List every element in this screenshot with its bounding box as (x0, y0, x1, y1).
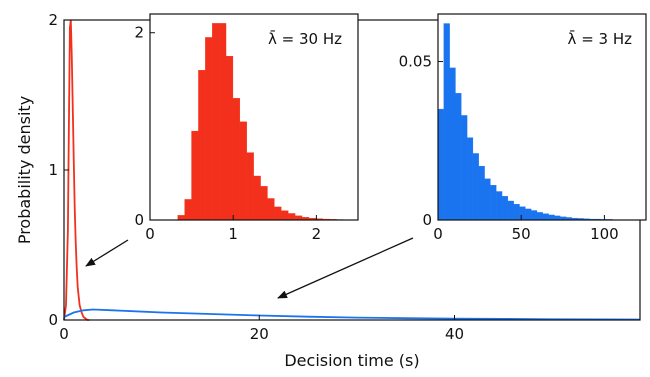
inset-slow-y-tick-label-1: 0.05 (399, 53, 432, 71)
inset-fast-bar-14 (274, 206, 282, 221)
inset-slow-x-tick-label-1: 50 (512, 225, 531, 243)
inset-slow-bar-4 (461, 115, 468, 221)
inset-fast-bar-12 (260, 186, 268, 221)
inset-slow-plot: 0 50 100 0 0.05 λ̄ = 3 Hz (399, 13, 647, 243)
inset-slow-bar-7 (478, 165, 485, 221)
inset-slow-bar-14 (519, 206, 526, 221)
inset-slow-frame (437, 13, 647, 221)
main-x-tick-label-0: 0 (59, 325, 69, 343)
inset-slow-bar-8 (484, 178, 491, 221)
main-x-tick-label-1: 20 (250, 325, 269, 343)
inset-fast-y-tick-label-0: 0 (134, 211, 144, 229)
inset-fast-bar-8 (232, 98, 241, 221)
inset-fast-bar-13 (267, 198, 275, 221)
inset-fast-bar-2 (191, 130, 199, 221)
inset-slow-ticks: 0 50 100 0 0.05 (399, 53, 619, 243)
inset-slow-bar-9 (490, 184, 497, 221)
inset-slow-bar-10 (496, 191, 503, 221)
inset-slow-bar-16 (531, 210, 538, 221)
main-y-tick-label-0: 0 (48, 311, 58, 329)
inset-fast-x-tick-label-1: 1 (228, 225, 238, 243)
inset-slow-bar-20 (554, 215, 561, 221)
inset-slow-x-tick-label-2: 100 (590, 225, 619, 243)
inset-fast-bar-0 (177, 215, 185, 221)
inset-slow-bar-5 (466, 137, 474, 221)
inset-slow-bar-6 (472, 153, 479, 221)
inset-fast-bar-17 (294, 215, 303, 221)
inset-fast-bar-16 (288, 213, 296, 221)
inset-fast-frame (149, 13, 359, 221)
main-x-axis-title: Decision time (s) (284, 351, 419, 370)
inset-slow-bar-3 (455, 93, 462, 221)
inset-slow-bar-18 (542, 213, 549, 221)
inset-slow-bar-11 (501, 196, 509, 221)
inset-slow-bar-17 (536, 212, 543, 221)
main-series-layer (63, 19, 641, 321)
inset-fast-bar-4 (205, 37, 213, 221)
inset-slow-bar-1 (443, 23, 450, 221)
main-y-tick-label-2: 2 (48, 11, 58, 29)
inset-fast-bars (150, 23, 358, 221)
inset-fast-bar-6 (218, 23, 227, 221)
inset-fast-bar-3 (198, 70, 206, 221)
inset-fast-plot: 0 1 2 0 2 λ̄ = 30 Hz (134, 13, 359, 243)
main-y-axis-title: Probability density (15, 96, 34, 244)
inset-fast-bar-5 (212, 23, 220, 221)
inset-fast-bar-11 (253, 175, 261, 221)
inset-fast-x-tick-label-2: 2 (312, 225, 322, 243)
arrow-slow-to-main (277, 237, 414, 299)
inset-fast-ticks: 0 1 2 0 2 (134, 24, 321, 243)
inset-fast-annotation: λ̄ = 30 Hz (268, 29, 342, 48)
inset-slow-y-tick-label-0: 0 (422, 211, 432, 229)
main-series-line-2 (63, 308, 641, 321)
inset-slow-x-tick-label-0: 0 (433, 225, 443, 243)
inset-fast-y-tick-label-1: 2 (134, 24, 144, 42)
main-x-tick-label-2: 40 (445, 325, 464, 343)
inset-fast-bar-15 (281, 210, 289, 221)
inset-fast-x-tick-label-0: 0 (145, 225, 155, 243)
inset-fast-bar-7 (225, 55, 234, 221)
arrow-fast-to-main (85, 239, 129, 267)
inset-fast-bar-9 (239, 121, 247, 221)
inset-slow-bar-12 (507, 200, 514, 221)
inset-slow-bar-13 (513, 203, 520, 221)
inset-slow-bar-2 (449, 67, 456, 221)
inset-fast-bar-10 (246, 152, 254, 221)
main-y-tick-label-1: 1 (48, 161, 58, 179)
inset-slow-annotation: λ̄ = 3 Hz (568, 29, 633, 48)
inset-fast-bar-1 (184, 199, 192, 221)
inset-slow-bar-19 (548, 214, 555, 221)
inset-slow-bars (437, 23, 647, 221)
main-series-line-1 (63, 19, 90, 321)
inset-slow-bar-15 (525, 208, 532, 221)
inset-slow-bar-0 (437, 108, 444, 221)
